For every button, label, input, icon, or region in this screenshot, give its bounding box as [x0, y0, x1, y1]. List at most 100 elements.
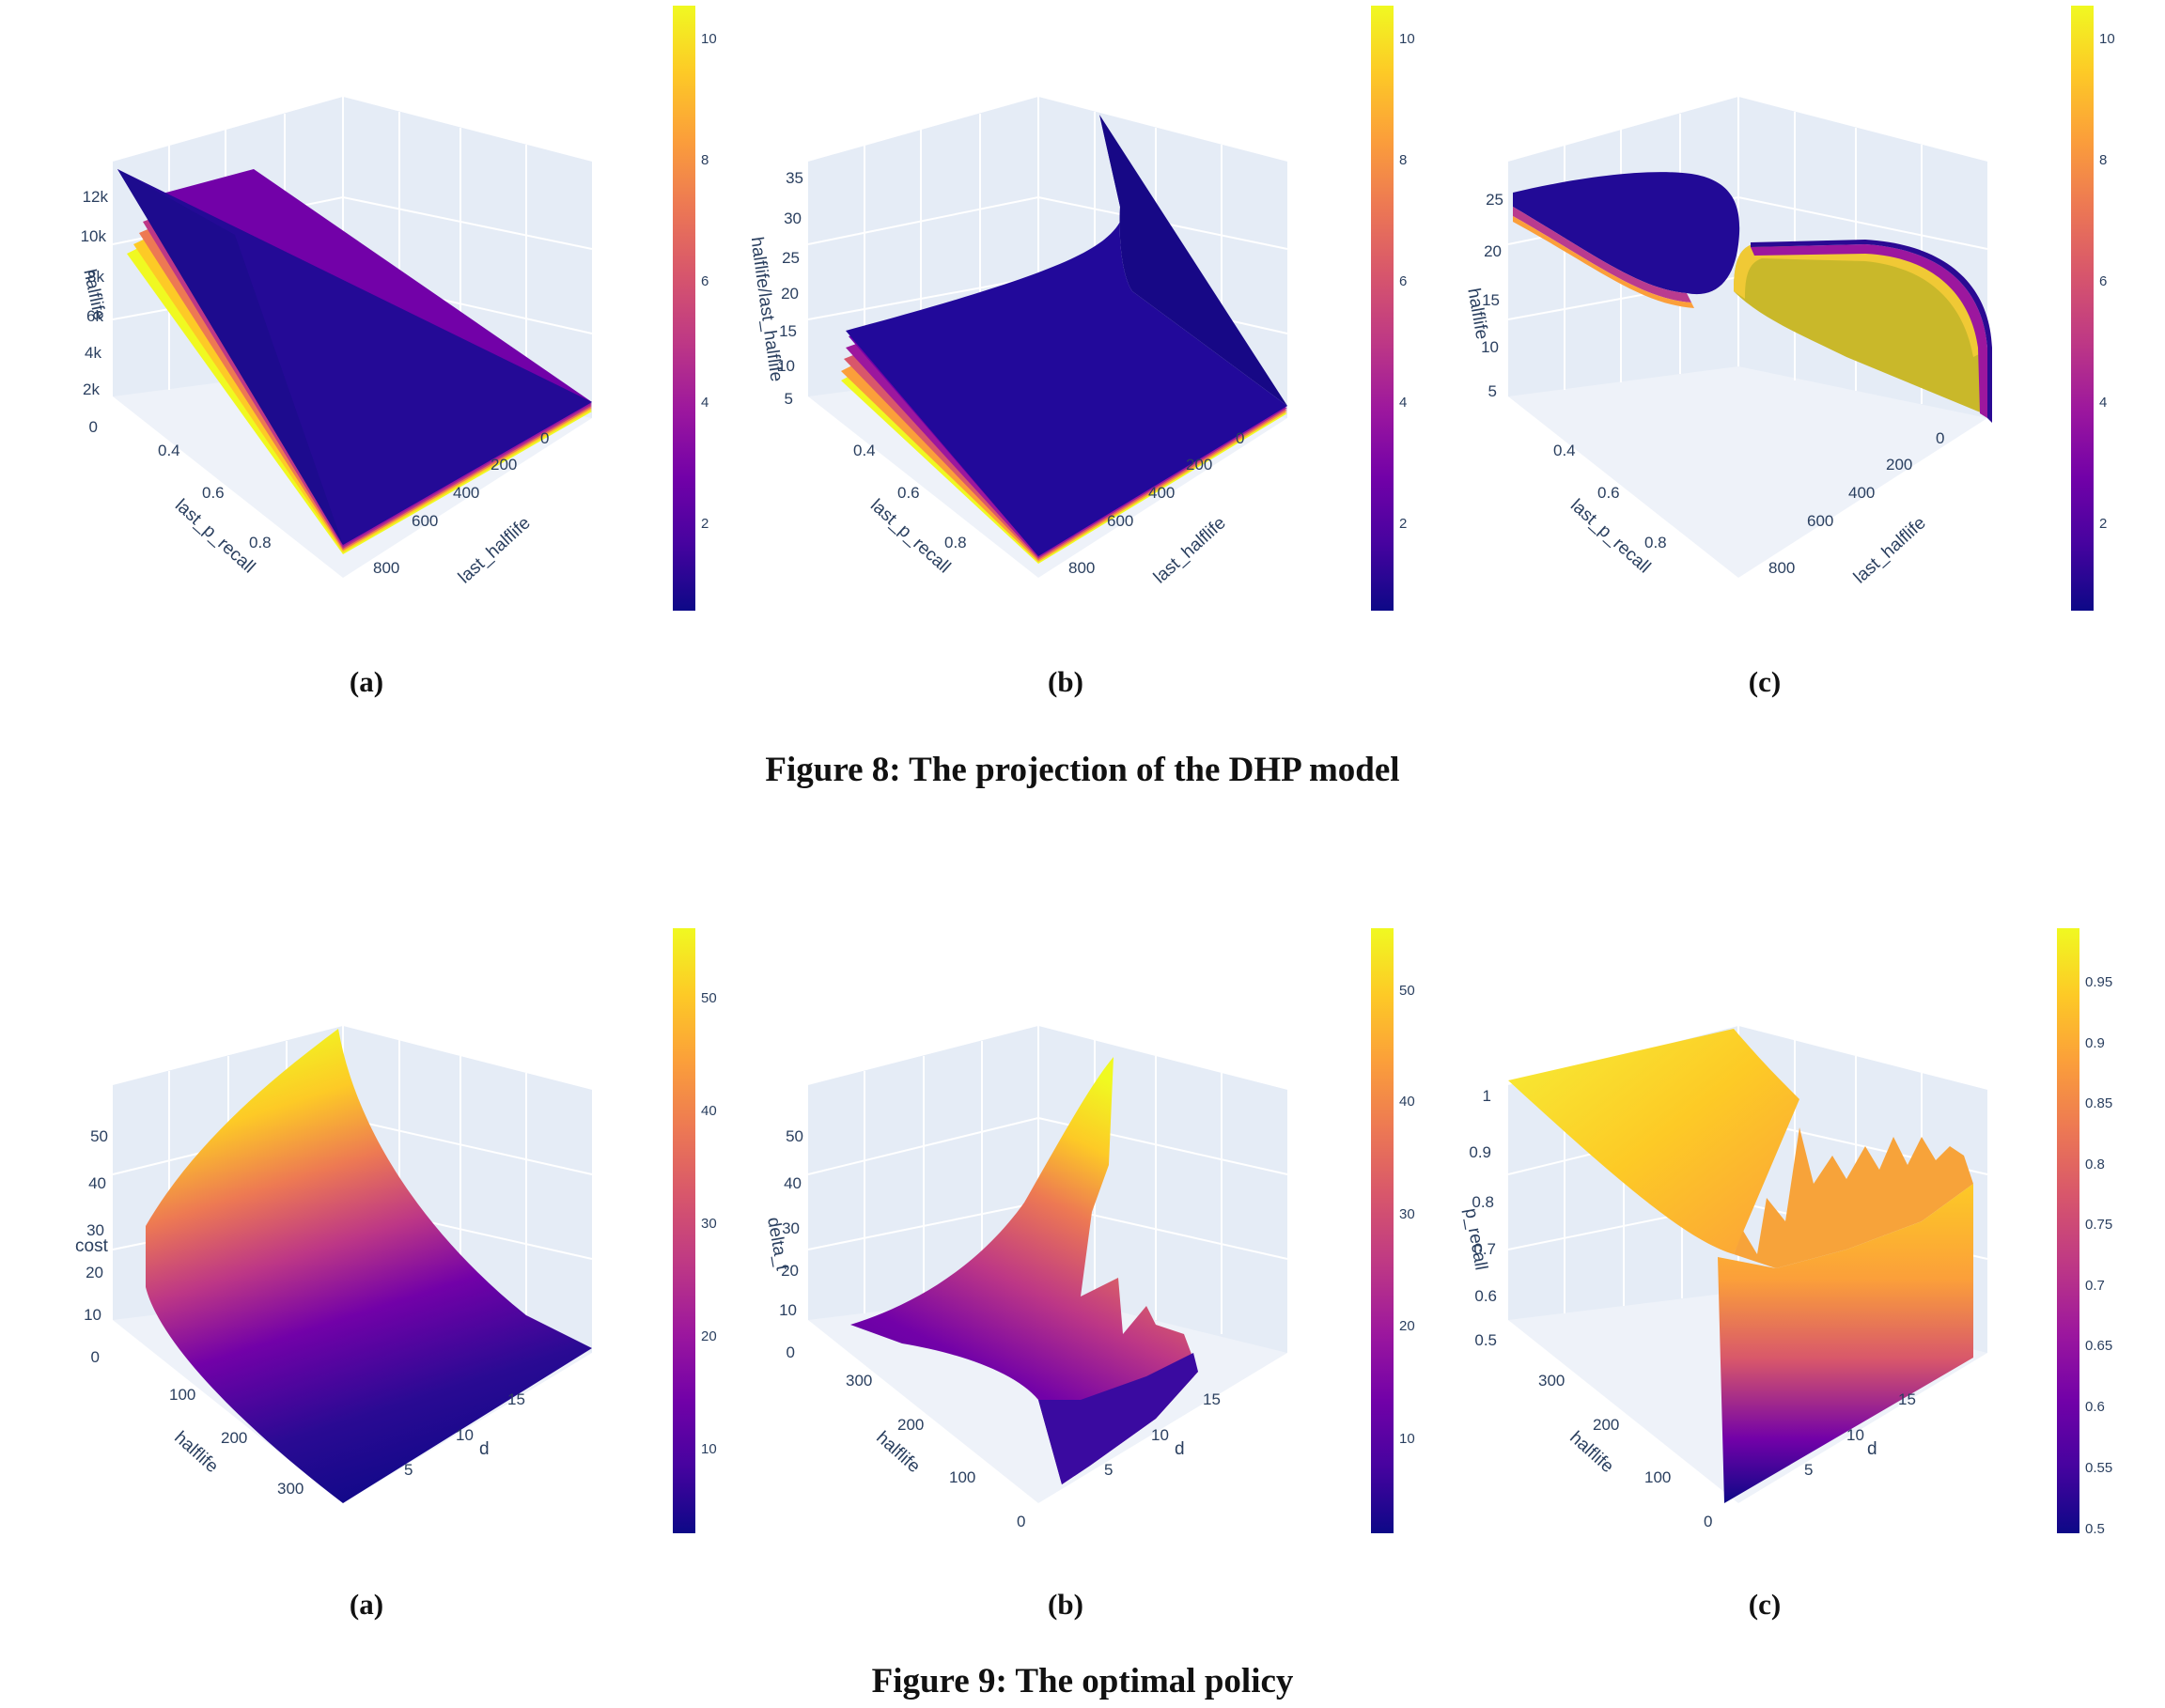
fig8-panel-c: 25 20 15 10 5 halflife 0.4 0.6 0.8 0 200… [1452, 56, 2110, 620]
colorbar-tick: 0.65 [2085, 1338, 2112, 1354]
y-tick: 200 [491, 456, 517, 474]
z-tick: 10k [81, 227, 107, 245]
y-tick: 400 [1848, 484, 1875, 502]
z-tick: 8k [87, 268, 104, 286]
x-tick: 300 [1538, 1372, 1565, 1390]
colorbar-tick: 0.7 [2085, 1278, 2105, 1294]
z-tick: 0.8 [1472, 1193, 1494, 1211]
fig8-panel-b: 35 30 25 20 15 10 5 halflife/last_halfli… [752, 56, 1410, 620]
x-tick: 100 [949, 1468, 975, 1486]
z-tick: 35 [786, 169, 803, 187]
colorbar-tick: 4 [1399, 395, 1407, 411]
x-tick: 200 [897, 1416, 924, 1434]
z-tick: 10 [779, 1301, 797, 1319]
fig9-panel-c: 1 0.9 0.8 0.7 0.6 0.5 p_recall 300 200 1… [1452, 996, 2110, 1560]
z-tick: 30 [784, 210, 802, 227]
y-tick: 5 [1804, 1461, 1813, 1479]
fig9-b-y-title: d [1175, 1439, 1185, 1459]
fig8-a-z-ticks: 12k 10k 8k 6k 4k 2k 0 [81, 188, 109, 436]
y-tick: 600 [412, 512, 438, 530]
fig8-b-y-title: last_halflife [1150, 513, 1230, 587]
figure-9-caption: Figure 9: The optimal policy [871, 1662, 1294, 1700]
z-tick: 0.6 [1474, 1287, 1497, 1305]
x-tick: 100 [1644, 1468, 1671, 1486]
y-tick: 15 [1898, 1390, 1916, 1408]
figure-8-caption: Figure 8: The projection of the DHP mode… [765, 751, 1400, 789]
y-tick: 600 [1107, 512, 1133, 530]
colorbar-tick: 8 [2099, 152, 2107, 168]
colorbar-tick: 10 [1399, 1431, 1415, 1447]
y-tick: 200 [1886, 456, 1912, 474]
fig8-c-sublabel: (c) [1748, 665, 1782, 698]
x-tick: 0.6 [202, 484, 225, 502]
fig8-b-surface-plot: 35 30 25 20 15 10 5 halflife/last_halfli… [752, 97, 1288, 588]
z-tick: 15 [779, 322, 797, 340]
x-tick: 0.4 [853, 442, 876, 459]
z-tick: 30 [782, 1219, 800, 1237]
colorbar-tick: 10 [701, 1441, 717, 1457]
fig9-b-x-title: halflife [872, 1428, 924, 1477]
fig9-a-x-title: halflife [170, 1428, 222, 1477]
colorbar-tick: 2 [701, 516, 709, 532]
colorbar-tick: 50 [701, 990, 717, 1006]
fig8-c-colorbar: 10 8 6 4 2 [2071, 6, 2115, 611]
z-tick: 20 [86, 1264, 103, 1281]
z-tick: 15 [1482, 291, 1500, 309]
colorbar-tick: 10 [1399, 31, 1415, 47]
y-tick: 15 [507, 1390, 525, 1408]
y-tick: 15 [1203, 1390, 1221, 1408]
fig9-panel-a: 50 40 30 20 10 0 cost 100 200 300 5 10 1… [56, 996, 714, 1560]
fig8-a-surface-plot: 12k 10k 8k 6k 4k 2k 0 halflife 0.4 0.6 0… [79, 97, 593, 588]
colorbar-tick: 0.55 [2085, 1460, 2112, 1476]
x-tick: 0.6 [1597, 484, 1620, 502]
z-tick: 50 [90, 1127, 108, 1145]
z-tick: 0 [91, 1348, 100, 1366]
x-tick: 300 [277, 1480, 304, 1498]
y-tick: 800 [1768, 559, 1795, 577]
colorbar-tick: 30 [701, 1216, 717, 1232]
colorbar-tick: 0.75 [2085, 1217, 2112, 1233]
fig9-c-x-title: halflife [1565, 1428, 1617, 1477]
y-tick: 5 [404, 1461, 413, 1479]
x-tick: 200 [221, 1429, 247, 1447]
x-tick: 100 [169, 1386, 195, 1404]
z-tick: 25 [1486, 191, 1503, 209]
z-tick: 12k [83, 188, 109, 206]
colorbar-tick: 4 [701, 395, 709, 411]
colorbar-tick: 10 [2099, 31, 2115, 47]
y-tick: 800 [1068, 559, 1095, 577]
x-tick: 0.8 [1644, 534, 1667, 551]
z-tick: 0.9 [1469, 1143, 1491, 1161]
z-tick: 10 [1481, 338, 1499, 356]
colorbar-tick: 0.8 [2085, 1157, 2105, 1172]
colorbar-tick: 8 [1399, 152, 1407, 168]
colorbar-tick: 0.95 [2085, 974, 2112, 990]
z-tick: 0.7 [1473, 1240, 1496, 1258]
fig8-a-y-title: last_halflife [455, 513, 535, 587]
fig9-c-sublabel: (c) [1748, 1588, 1782, 1621]
colorbar-tick: 10 [701, 31, 717, 47]
y-tick: 600 [1807, 512, 1833, 530]
colorbar-tick: 20 [701, 1328, 717, 1344]
colorbar-tick: 30 [1399, 1206, 1415, 1222]
x-tick: 0.8 [249, 534, 272, 551]
y-tick: 10 [1846, 1426, 1864, 1444]
fig8-a-sublabel: (a) [349, 665, 384, 698]
colorbar-tick: 40 [1399, 1094, 1415, 1110]
colorbar-tick: 6 [2099, 273, 2107, 289]
z-tick: 20 [781, 285, 799, 303]
fig8-a-colorbar: 10 8 6 4 2 [673, 6, 717, 611]
z-tick: 0.5 [1474, 1331, 1497, 1349]
x-tick: 0 [1704, 1513, 1712, 1530]
y-tick: 800 [373, 559, 399, 577]
colorbar-tick: 8 [701, 152, 709, 168]
z-tick: 50 [786, 1127, 803, 1145]
fig8-b-sublabel: (b) [1048, 665, 1083, 698]
fig9-panel-b: 50 40 30 20 10 0 delta_t 300 200 100 0 5… [752, 996, 1410, 1560]
x-tick: 200 [1593, 1416, 1619, 1434]
y-tick: 0 [1236, 429, 1244, 447]
fig9-c-colorbar: 0.95 0.9 0.85 0.8 0.75 0.7 0.65 0.6 0.55… [2057, 928, 2112, 1537]
fig9-b-surface-plot: 50 40 30 20 10 0 delta_t 300 200 100 0 5… [763, 1026, 1288, 1530]
colorbar-tick: 6 [701, 273, 709, 289]
z-tick: 25 [782, 249, 800, 267]
